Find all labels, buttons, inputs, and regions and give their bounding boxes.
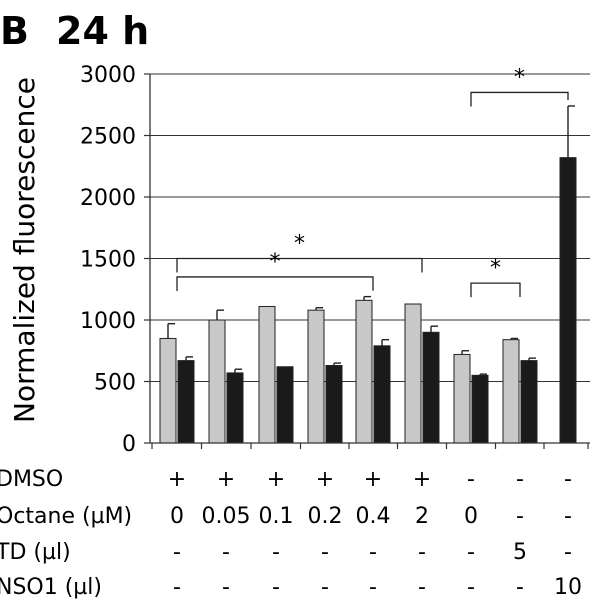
condition-value: - — [467, 540, 475, 565]
y-tick-label: 500 — [94, 371, 136, 396]
y-tick-label: 1000 — [80, 309, 136, 334]
condition-value: 5 — [513, 540, 527, 565]
condition-value: 0 — [170, 504, 184, 529]
bar-black — [471, 374, 489, 444]
condition-value: - — [564, 504, 572, 529]
condition-value: - — [564, 540, 572, 565]
condition-value: + — [267, 467, 285, 492]
bar-gray — [258, 305, 276, 444]
condition-value: - — [418, 540, 426, 565]
panel-letter: B — [0, 9, 29, 53]
condition-value: - — [222, 540, 230, 565]
condition-value: + — [168, 467, 186, 492]
condition-table: DMSO + + + + + + - - - Octane (µM) 0 0.05 0.1 0.2 0.4 2 0… — [0, 467, 582, 600]
condition-value: - — [516, 467, 524, 492]
bars — [159, 105, 577, 444]
condition-value: 0.1 — [259, 504, 294, 529]
condition-value: 0.05 — [202, 504, 251, 529]
bar-black — [177, 360, 195, 444]
condition-value: 10 — [554, 575, 582, 600]
bar-black — [559, 157, 577, 444]
condition-value: 0 — [464, 504, 478, 529]
condition-label: DMSO — [0, 467, 63, 492]
significance-bracket — [176, 257, 423, 273]
condition-value: - — [369, 540, 377, 565]
condition-value: - — [222, 575, 230, 600]
condition-value: - — [467, 575, 475, 600]
bar-gray — [453, 353, 471, 444]
condition-value: 0.4 — [356, 504, 391, 529]
bar-black — [325, 365, 343, 444]
condition-value: - — [321, 540, 329, 565]
bar-black — [373, 345, 391, 444]
condition-value: + — [364, 467, 382, 492]
y-axis-ticks: 0 500 1000 1500 2000 2500 3000 — [80, 63, 150, 457]
significance-star: * — [294, 232, 305, 257]
significance-bracket — [470, 282, 521, 298]
condition-value: + — [316, 467, 334, 492]
condition-value: - — [173, 575, 181, 600]
bar-gray — [355, 299, 373, 444]
bar-black — [276, 366, 294, 444]
condition-label: TD (µl) — [0, 540, 71, 565]
condition-value: - — [272, 575, 280, 600]
bar-gray — [404, 303, 422, 444]
bar-black — [422, 331, 440, 444]
bar-gray — [208, 319, 226, 444]
y-tick-label: 1500 — [80, 248, 136, 273]
condition-value: - — [369, 575, 377, 600]
condition-value: + — [217, 467, 235, 492]
bar-black — [520, 360, 538, 444]
condition-value: - — [467, 467, 475, 492]
y-tick-label: 2500 — [80, 125, 136, 150]
condition-value: 0.2 — [308, 504, 343, 529]
significance-star: * — [270, 250, 281, 275]
panel-title: 24 h — [56, 9, 149, 53]
y-axis-label: Normalized fluorescence — [8, 77, 41, 423]
bar-black — [226, 372, 244, 444]
condition-value: 2 — [415, 504, 429, 529]
bar-gray — [307, 309, 325, 444]
axes — [149, 74, 590, 449]
bar-gray — [159, 337, 177, 444]
condition-value: - — [564, 467, 572, 492]
bar-gray — [502, 339, 520, 444]
significance-star: * — [490, 256, 501, 281]
y-tick-label: 3000 — [80, 63, 136, 88]
condition-value: - — [418, 575, 426, 600]
condition-value: - — [516, 575, 524, 600]
condition-label: NSO1 (µl) — [0, 575, 102, 600]
significance-bracket — [176, 276, 374, 291]
significance-star: * — [514, 65, 525, 90]
condition-value: - — [173, 540, 181, 565]
condition-value: - — [516, 504, 524, 529]
condition-value: - — [321, 575, 329, 600]
condition-value: + — [413, 467, 431, 492]
significance-brackets: * * * * — [176, 65, 569, 298]
significance-bracket — [470, 91, 569, 107]
y-tick-label: 2000 — [80, 186, 136, 211]
y-tick-label: 0 — [122, 432, 136, 457]
condition-label: Octane (µM) — [0, 504, 132, 529]
condition-value: - — [272, 540, 280, 565]
